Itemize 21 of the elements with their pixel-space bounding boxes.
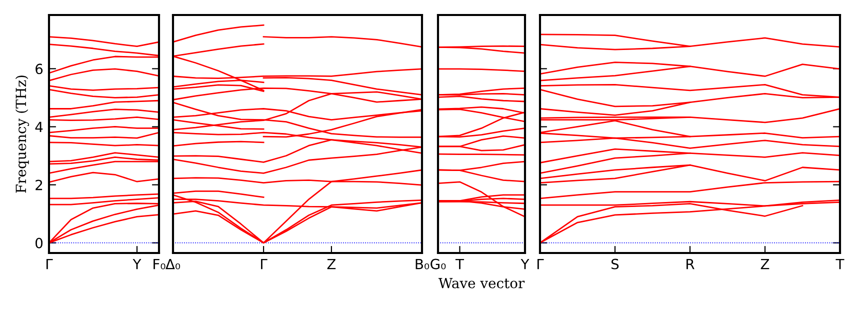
y-tick-label: 0 [36,238,43,248]
y-tick-label: 6 [36,64,43,74]
x-tick-label: R [686,258,694,270]
x-tick-label: G₀ [430,258,446,270]
x-tick-label: Δ₀ [166,258,180,270]
x-tick-label: S [612,258,619,270]
x-tick-label: T [836,258,844,270]
x-axis-title: Wave vector [438,278,525,288]
x-tick-label: Γ [537,258,544,270]
y-tick-label: 2 [36,180,42,190]
x-tick-label: F₀ [154,258,166,270]
x-tick-label: Z [760,258,770,270]
x-tick-label: Γ [261,258,268,270]
x-tick-label: T [455,258,464,270]
x-tick-label: Z [327,258,336,270]
y-tick-label: 4 [35,122,43,132]
x-tick-label: Γ [46,258,53,270]
x-tick-label: Y [132,258,142,270]
y-axis-title: Frequency (THz) [15,76,30,193]
x-tick-label: Y [520,258,530,270]
x-tick-label: B₀ [416,258,430,270]
